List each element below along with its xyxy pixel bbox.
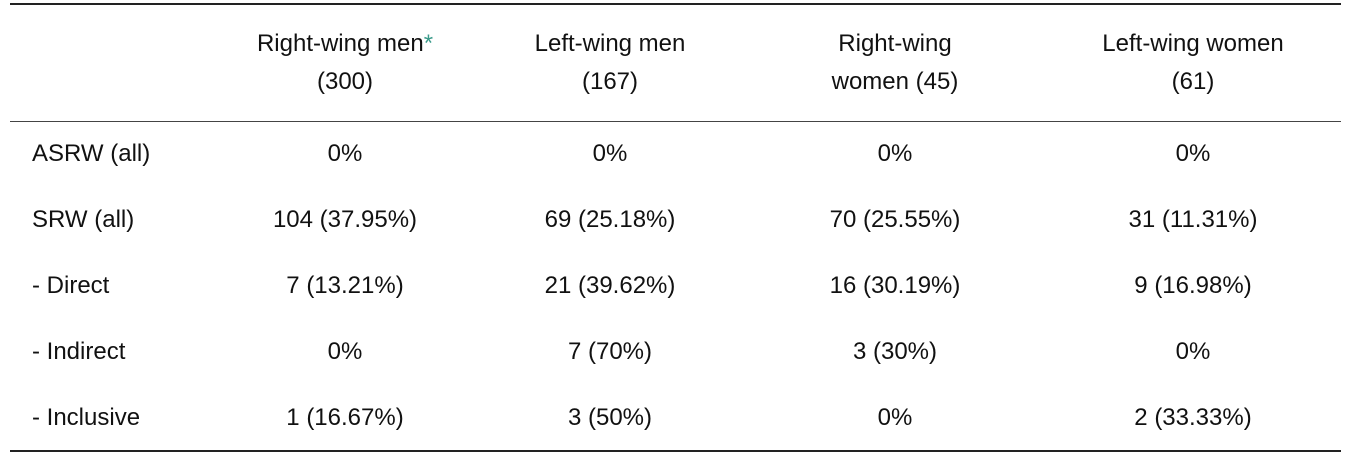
column-header: Left-wing men (167): [475, 4, 745, 121]
table-cell: 9 (16.98%): [1134, 272, 1252, 299]
header-text: Right-wing men* (300): [245, 25, 445, 101]
table-cell: 0%: [592, 140, 628, 168]
column-header: Left-wing women (61): [1045, 4, 1341, 121]
footnote-marker: *: [423, 29, 434, 57]
table-row: SRW (all) 104 (37.95%) 69 (25.18%) 70 (25.5…: [10, 187, 1341, 253]
column-count: (45): [915, 67, 959, 95]
row-label: SRW (all): [32, 206, 135, 233]
table-head: Right-wing men* (300) Left-wing men (167)…: [10, 4, 1341, 121]
column-title: Left-wing men: [534, 29, 686, 57]
table-cell: 0%: [877, 140, 913, 168]
column-title: Left-wing women: [1102, 29, 1284, 57]
row-label: - Direct: [32, 272, 110, 299]
table-body: ASRW (all) 0% 0% 0% 0% SRW (all) 104 (37.95%) 6…: [10, 121, 1341, 451]
table-row: - Direct 7 (13.21%) 21 (39.62%) 16 (30.19%)…: [10, 253, 1341, 319]
column-header: Right-wing men* (300): [215, 4, 475, 121]
column-count: (300): [316, 67, 374, 95]
header-text: Right-wing women (45): [810, 25, 980, 101]
table-cell: 0%: [327, 338, 363, 365]
table-cell: 0%: [327, 140, 363, 168]
column-title: Right-wing men: [256, 29, 424, 57]
table-cell: 0%: [877, 403, 913, 431]
header-text: Left-wing men (167): [520, 25, 700, 101]
row-label: - Indirect: [32, 338, 126, 365]
column-count: (61): [1171, 67, 1215, 95]
table-cell: 104 (37.95%): [272, 206, 418, 233]
table-cell: 69 (25.18%): [544, 206, 676, 233]
corner-cell: [10, 4, 215, 121]
table-row: ASRW (all) 0% 0% 0% 0%: [10, 121, 1341, 187]
table-cell: 0%: [1175, 140, 1211, 168]
table-cell: 7 (13.21%): [286, 272, 404, 299]
table-row: - Inclusive 1 (16.67%) 3 (50%) 0% 2 (33.33%): [10, 385, 1341, 451]
column-title: Right-wing women: [831, 29, 952, 95]
table-cell: 7 (70%): [567, 338, 653, 365]
table-cell: 3 (50%): [567, 403, 653, 431]
table-cell: 70 (25.55%): [829, 206, 961, 233]
column-header: Right-wing women (45): [745, 4, 1045, 121]
header-text: Left-wing women (61): [1088, 25, 1298, 101]
table-row: - Indirect 0% 7 (70%) 3 (30%) 0%: [10, 319, 1341, 385]
column-count: (167): [581, 67, 639, 95]
table-cell: 3 (30%): [852, 338, 938, 365]
row-label: ASRW (all): [32, 140, 151, 168]
table-cell: 1 (16.67%): [286, 403, 404, 431]
data-table: Right-wing men* (300) Left-wing men (167)…: [10, 3, 1341, 452]
table-cell: 31 (11.31%): [1128, 206, 1258, 233]
header-row: Right-wing men* (300) Left-wing men (167)…: [10, 4, 1341, 121]
table-cell: 0%: [1175, 338, 1211, 365]
table-cell: 21 (39.62%): [544, 272, 676, 299]
row-label: - Inclusive: [32, 403, 141, 431]
table-cell: 16 (30.19%): [829, 272, 961, 299]
table-cell: 2 (33.33%): [1134, 403, 1252, 431]
